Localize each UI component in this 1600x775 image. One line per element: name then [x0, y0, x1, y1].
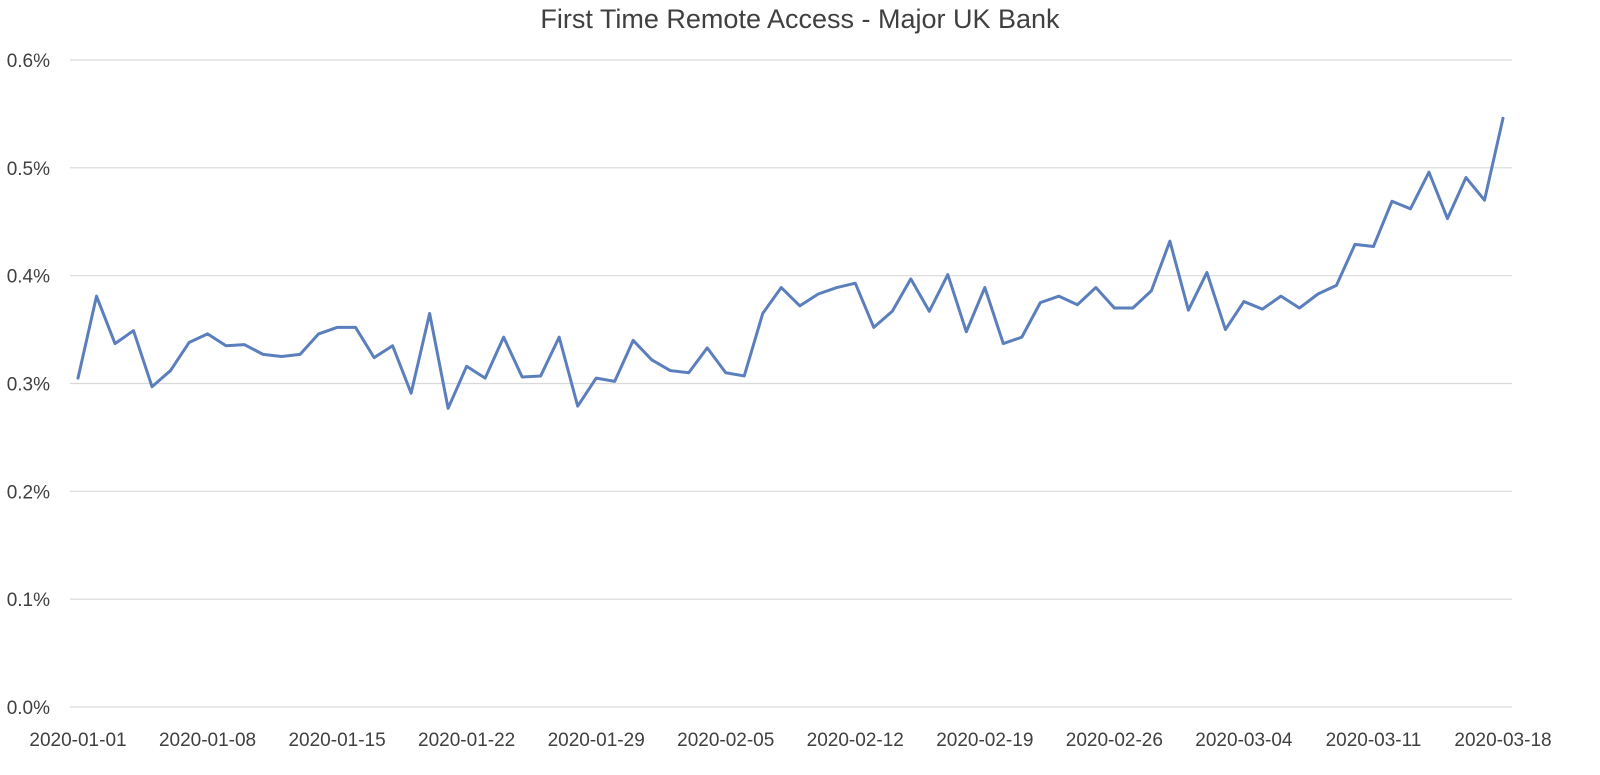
y-tick-label: 0.3% — [7, 375, 50, 396]
x-tick-label: 2020-02-05 — [677, 730, 774, 751]
y-tick-label: 0.0% — [7, 698, 50, 719]
x-tick-label: 2020-02-19 — [936, 730, 1033, 751]
gridlines — [70, 59, 1512, 708]
y-tick-label: 0.5% — [7, 159, 50, 180]
x-tick-label: 2020-01-01 — [29, 730, 126, 751]
x-tick-label: 2020-01-15 — [288, 730, 385, 751]
x-tick-label: 2020-01-22 — [418, 730, 515, 751]
x-tick-label: 2020-03-04 — [1195, 730, 1293, 751]
y-axis-ticks: 0.0% 0.1% 0.2% 0.3% 0.4% 0.5% 0.6% — [7, 51, 50, 719]
x-tick-label: 2020-02-12 — [807, 730, 904, 751]
chart-title: First Time Remote Access - Major UK Bank — [540, 4, 1060, 34]
x-tick-label: 2020-01-08 — [159, 730, 256, 751]
x-tick-label: 2020-03-11 — [1326, 730, 1422, 751]
x-tick-label: 2020-03-18 — [1454, 730, 1551, 751]
y-tick-label: 0.6% — [7, 51, 50, 72]
x-tick-label: 2020-02-26 — [1066, 730, 1163, 751]
y-tick-label: 0.1% — [7, 590, 50, 611]
y-tick-label: 0.2% — [7, 482, 50, 503]
y-tick-label: 0.4% — [7, 267, 50, 288]
series-layer — [76, 116, 1505, 410]
series-line — [76, 116, 1505, 410]
x-tick-label: 2020-01-29 — [548, 730, 645, 751]
x-axis-ticks: 2020-01-01 2020-01-08 2020-01-15 2020-01-22… — [29, 730, 1551, 751]
